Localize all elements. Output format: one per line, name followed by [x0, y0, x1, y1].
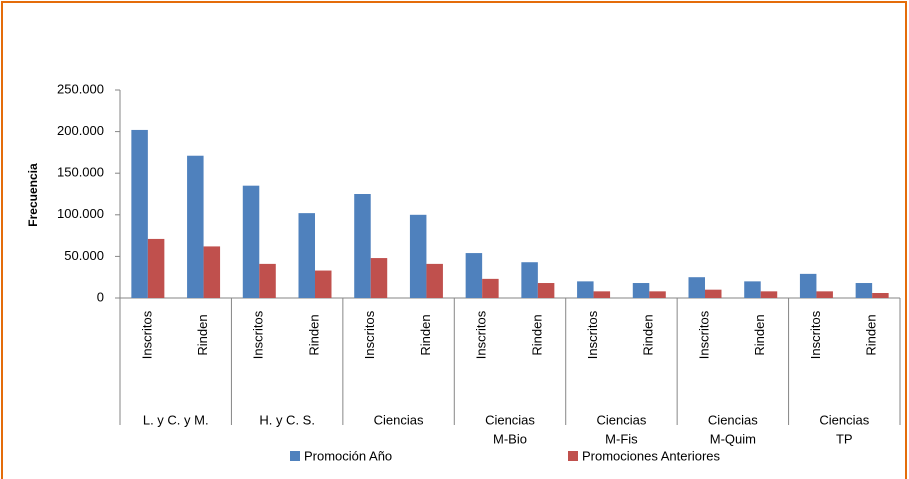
group-label: Ciencias [485, 412, 535, 427]
y-axis-label: Frecuencia [26, 163, 40, 227]
x-tick-label: Rinden [418, 314, 433, 355]
bar [259, 263, 276, 298]
y-tick-label: 100.000 [57, 206, 104, 221]
x-tick-label: Rinden [641, 314, 656, 355]
group-label: M-Fis [605, 431, 638, 446]
bar [187, 155, 204, 298]
bar [131, 129, 148, 298]
bar [744, 281, 761, 298]
bar [298, 213, 315, 298]
group-label: Ciencias [596, 412, 646, 427]
legend-label: Promoción Año [304, 448, 392, 463]
group-label: H. y C. S. [259, 412, 315, 427]
bar [482, 278, 499, 298]
x-tick-label: Rinden [529, 314, 544, 355]
x-tick-label: Rinden [752, 314, 767, 355]
bar [242, 185, 260, 298]
group-label: Ciencias [819, 412, 869, 427]
bar [632, 283, 650, 298]
bar [354, 194, 371, 298]
legend-label: Promociones Anteriores [582, 448, 721, 463]
group-label: Ciencias [708, 412, 758, 427]
bar [799, 273, 817, 298]
y-tick-label: 150.000 [57, 165, 104, 180]
x-tick-label: Inscritos [585, 310, 600, 359]
x-tick-label: Inscritos [808, 310, 823, 359]
y-tick-label: 0 [97, 289, 104, 304]
legend-swatch [290, 451, 300, 461]
bar [370, 258, 388, 298]
legend-swatch [568, 451, 578, 461]
group-label: M-Quim [710, 431, 756, 446]
x-tick-label: Inscritos [139, 310, 154, 359]
x-tick-label: Inscritos [362, 310, 377, 359]
bar [147, 238, 165, 298]
group-label: L. y C. y M. [143, 412, 209, 427]
bar [816, 291, 833, 298]
x-tick-label: Rinden [195, 314, 210, 355]
x-tick-label: Inscritos [474, 310, 489, 359]
bar [872, 293, 889, 298]
bar [537, 283, 555, 298]
group-label: TP [836, 431, 853, 446]
bar [203, 246, 221, 298]
y-tick-label: 50.000 [64, 248, 104, 263]
bar [688, 277, 705, 298]
bar [593, 291, 611, 298]
bar [649, 291, 666, 298]
bar [426, 263, 443, 298]
group-label: Ciencias [374, 412, 424, 427]
bar [705, 289, 722, 298]
x-tick-label: Inscritos [696, 310, 711, 359]
bar [577, 281, 594, 298]
y-tick-label: 250.000 [57, 81, 104, 96]
bar [760, 291, 778, 298]
x-tick-label: Inscritos [251, 310, 266, 359]
group-label: M-Bio [493, 431, 527, 446]
bar [315, 270, 332, 298]
bar [465, 253, 483, 298]
bar [409, 214, 427, 298]
bar [855, 283, 873, 298]
x-tick-label: Rinden [864, 314, 879, 355]
x-tick-label: Rinden [306, 314, 321, 355]
y-tick-label: 200.000 [57, 123, 104, 138]
bar [521, 262, 538, 298]
